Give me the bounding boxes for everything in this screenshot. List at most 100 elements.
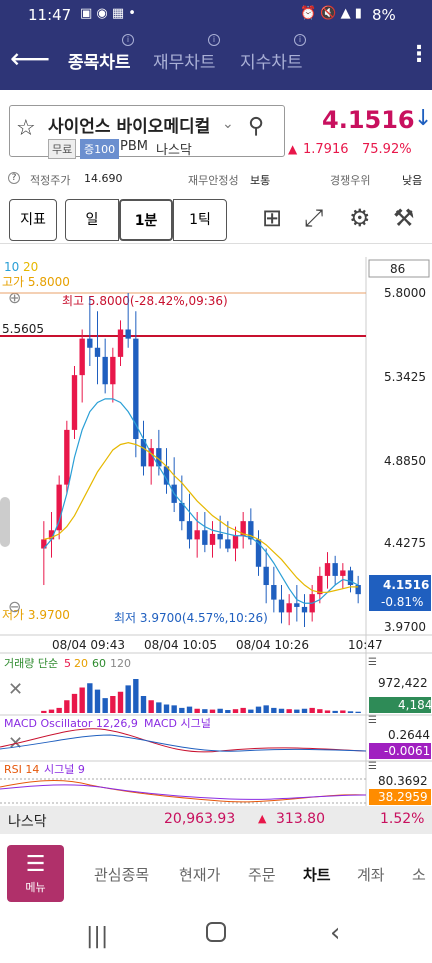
market-bar[interactable]: 나스닥 20,963.93 ▲ 313.80 1.52%: [0, 806, 432, 834]
bottom-tabs: ☰ 메뉴 관심종목 현재가 주문 차트 계좌 소: [0, 838, 432, 908]
tab-order[interactable]: 주문: [248, 866, 276, 884]
macd-line: [0, 728, 367, 753]
volume-bar: [186, 706, 193, 713]
candle: [156, 448, 162, 467]
rsi-max: 80.3692: [378, 774, 428, 788]
count-box[interactable]: [368, 259, 430, 278]
rsi-legend: RSI 14: [4, 763, 39, 776]
tick-button[interactable]: 1틱: [173, 199, 227, 241]
market-up-arrow-icon: ▲: [258, 812, 267, 825]
max-annotation: 최고 5.8000(-28.42%,09:36): [62, 294, 228, 308]
candle: [87, 338, 93, 348]
tab-stock-chart[interactable]: 종목차트: [68, 48, 131, 73]
tab-watchlist[interactable]: 관심종목: [94, 866, 150, 884]
fullscreen-icon[interactable]: ⤢: [304, 204, 324, 232]
ma20-legend: 20: [23, 260, 38, 274]
candle: [217, 533, 223, 540]
candle-group: [41, 293, 361, 627]
close-volume-icon[interactable]: ✕: [8, 679, 23, 700]
drag-handle[interactable]: [0, 497, 10, 547]
candle: [194, 530, 200, 540]
volume-bar: [171, 705, 177, 713]
market-value: 20,963.93: [164, 811, 236, 827]
tab-index-chart[interactable]: 지수차트: [240, 48, 303, 73]
volume-ma5: 5: [64, 657, 71, 670]
tag-free: 무료: [48, 139, 77, 159]
candle: [225, 539, 231, 549]
tab-more[interactable]: 소: [412, 866, 426, 884]
min-annotation: 최저 3.9700(4.57%,10:26): [114, 611, 268, 625]
volume-bar: [71, 693, 78, 713]
candle: [125, 329, 131, 339]
volume-menu-icon[interactable]: ☰: [368, 657, 377, 668]
more-menu-icon[interactable]: ⋮: [408, 42, 430, 67]
volume-bar: [64, 700, 70, 713]
hamburger-icon: ☰: [25, 852, 46, 877]
market-change: 313.80: [276, 811, 325, 827]
candle: [209, 533, 216, 545]
last-price: 4.1516: [383, 578, 429, 592]
star-icon[interactable]: ☆: [16, 116, 36, 141]
search-icon[interactable]: ⚲: [248, 114, 265, 139]
macd-last: -0.0061: [384, 744, 430, 758]
macd-menu-icon[interactable]: ☰: [368, 715, 377, 726]
zoom-out-icon[interactable]: ⊖: [8, 597, 21, 616]
y-tick: 5.8000: [384, 286, 426, 300]
y-tick: 4.8850: [384, 454, 426, 468]
x-tick: 08/04 09:43: [52, 638, 125, 652]
volume-bar: [41, 710, 47, 713]
stock-ticker: PBM: [120, 139, 148, 154]
candle: [278, 599, 285, 613]
candle: [263, 566, 269, 586]
tab-account[interactable]: 계좌: [357, 866, 385, 884]
volume-bar: [202, 709, 208, 713]
back-icon[interactable]: ‹: [330, 918, 341, 948]
volume-max: 972,422: [378, 676, 428, 690]
back-arrow-icon[interactable]: ⟵: [10, 42, 51, 75]
candle: [117, 329, 124, 357]
chevron-down-icon[interactable]: ⌄: [222, 116, 234, 132]
stock-selector[interactable]: ☆ 사이언스 바이오메디컬 ⌄ ⚲ 무료 증100 PBM 나스닥: [9, 105, 285, 159]
tab-financial-chart[interactable]: 재무차트: [153, 48, 216, 73]
volume-bar: [324, 710, 331, 713]
layout-grid-icon[interactable]: ⊞: [262, 204, 283, 232]
tab-info-icon: i: [294, 34, 306, 46]
battery-level: 8%: [372, 6, 396, 24]
rsi-menu-icon[interactable]: ☰: [368, 761, 377, 772]
candle: [79, 338, 85, 376]
menu-button[interactable]: ☰ 메뉴: [7, 845, 64, 902]
tab-index-chart-label: 지수차트: [240, 53, 303, 73]
price-down-arrow-icon: ↓: [414, 106, 432, 131]
rsi-last-box: [369, 789, 431, 805]
recent-apps-icon[interactable]: |||: [86, 924, 109, 949]
home-icon[interactable]: [206, 922, 226, 942]
volume-bar: [255, 706, 262, 713]
volume-bar: [309, 707, 315, 713]
price-chart[interactable]: 10 20 86 고가 5.8000 저가 3.9700 ⊕ ⊖ 5.5605 …: [0, 247, 432, 827]
minute-button[interactable]: 1분: [119, 199, 173, 241]
tab-chart[interactable]: 차트: [303, 866, 331, 884]
tab-quote[interactable]: 현재가: [179, 866, 221, 884]
volume-bar: [194, 708, 200, 713]
fair-price-label: 적정주가: [30, 174, 71, 187]
help-icon[interactable]: ?: [8, 172, 20, 184]
candle: [179, 502, 185, 522]
low-label: 저가 3.9700: [2, 608, 70, 622]
rsi-signal-line: [0, 784, 367, 800]
candle: [301, 606, 308, 613]
gear-icon[interactable]: ⚙: [349, 204, 371, 232]
rsi-line: [0, 780, 367, 803]
competition-label: 경쟁우위: [330, 174, 371, 187]
ma10-line: [43, 398, 359, 604]
high-label: 고가 5.8000: [2, 275, 70, 289]
indicator-button[interactable]: 지표: [9, 199, 57, 241]
zoom-in-icon[interactable]: ⊕: [8, 288, 21, 307]
volume-bar: [217, 708, 223, 713]
system-nav: ||| ‹: [0, 908, 432, 963]
candle: [56, 484, 62, 531]
day-button[interactable]: 일: [65, 199, 119, 241]
candle: [48, 530, 55, 540]
candle: [41, 539, 47, 549]
tools-icon[interactable]: ⚒: [393, 204, 415, 232]
candle: [332, 563, 338, 576]
